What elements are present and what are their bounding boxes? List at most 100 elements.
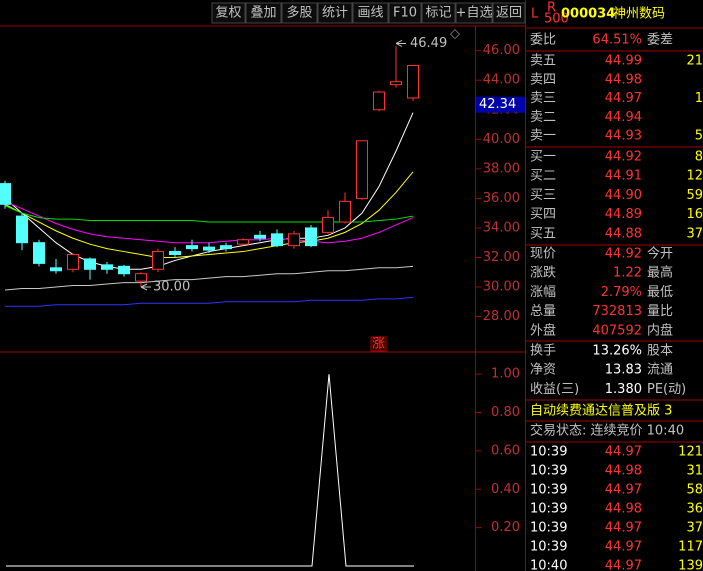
trade-time: 10:39: [530, 445, 567, 460]
book-price: 44.91: [605, 169, 642, 184]
book-price: 44.93: [605, 129, 642, 144]
book-label: 卖一: [530, 129, 556, 144]
toolbar-button[interactable]: [317, 2, 353, 24]
toolbar-label[interactable]: 叠加: [250, 6, 276, 21]
book-price: 44.88: [605, 226, 642, 241]
info-label2: PE(动): [647, 382, 686, 397]
info-label: 涨幅: [530, 285, 556, 300]
y-tick-label: 34.00: [483, 220, 520, 235]
book-label: 卖二: [530, 110, 556, 125]
book-volume: 16: [686, 207, 703, 222]
tag-top: R: [547, 1, 556, 16]
book-price: 44.90: [605, 188, 642, 203]
trade-time: 10:40: [530, 559, 567, 571]
ratio-label2: 委差: [647, 33, 673, 48]
trade-price: 44.97: [605, 540, 642, 555]
book-price: 44.94: [605, 110, 642, 125]
notice[interactable]: 自动续费通达信普及版 3: [530, 404, 672, 419]
book-volume: 59: [686, 188, 703, 203]
toolbar-button[interactable]: [211, 2, 246, 24]
info-label: 现价: [530, 247, 556, 262]
y-tick-label: 36.00: [483, 191, 520, 206]
candle-body: [203, 246, 215, 251]
toolbar-button[interactable]: [281, 2, 318, 24]
y-tick-label: 32.00: [483, 250, 520, 265]
candle-body: [407, 64, 419, 99]
candle-body: [0, 183, 11, 205]
y-tick-label: 0.60: [491, 443, 520, 458]
book-label: 买五: [530, 226, 556, 241]
info-label2: 最低: [647, 285, 673, 300]
toolbar-label[interactable]: 画线: [357, 6, 383, 21]
candle-body: [322, 217, 334, 233]
trade-volume: 139: [678, 559, 703, 571]
candle-body: [101, 264, 113, 270]
trade-volume: 58: [686, 483, 703, 498]
y-tick-label: 44.00: [483, 73, 520, 88]
info-label2: 今开: [647, 246, 673, 262]
trade-volume: 31: [686, 464, 703, 479]
book-price: 44.98: [605, 72, 642, 87]
trade-price: 44.97: [605, 559, 642, 571]
candle-body: [288, 233, 300, 247]
book-price: 44.99: [605, 54, 642, 69]
ratio-value: 64.51%: [592, 33, 642, 48]
book-label: 买三: [530, 188, 556, 203]
candle-body: [50, 267, 62, 272]
candle-body: [356, 140, 368, 199]
badge: 涨: [372, 337, 385, 352]
stock-name: 神州数码: [613, 7, 665, 22]
tag-bottom: 500: [544, 12, 569, 27]
candle-body: [67, 254, 79, 270]
trade-price: 44.97: [605, 521, 642, 536]
ma-line: [5, 296, 414, 307]
ma-line: [4, 265, 414, 291]
info-label2: 最高: [647, 265, 673, 281]
trade-price: 44.98: [605, 502, 642, 517]
y-tick-label: 46.00: [483, 43, 520, 58]
candle-body: [33, 242, 45, 264]
trade-time: 10:39: [530, 521, 567, 536]
info-value: 1.22: [613, 266, 642, 281]
toolbar-label[interactable]: +自选: [456, 6, 493, 21]
book-price: 44.92: [605, 150, 642, 165]
book-label: 卖五: [530, 54, 556, 69]
info-value: 407592: [592, 323, 642, 338]
toolbar-button[interactable]: [388, 2, 422, 24]
high-label: 46.49: [410, 36, 447, 51]
toolbar-button[interactable]: [352, 2, 389, 24]
toolbar-label[interactable]: 统计: [322, 6, 348, 21]
status: 交易状态: 连续竞价 10:40: [530, 423, 684, 439]
y-tick-label: 40.00: [483, 132, 520, 147]
toolbar-label[interactable]: F10: [393, 6, 417, 21]
info-value: 13.26%: [592, 344, 642, 359]
info-label2: 股本: [647, 344, 673, 359]
y-tick-label: 0.20: [491, 520, 520, 535]
book-price: 44.89: [605, 207, 642, 222]
volume-line: [6, 374, 414, 567]
toolbar-label[interactable]: 标记: [425, 6, 451, 21]
info-label: 总量: [530, 304, 556, 319]
y-tick-label: 38.00: [483, 161, 520, 176]
toolbar-label[interactable]: 返回: [496, 6, 522, 21]
y-tick-label: 0.40: [491, 482, 520, 497]
trade-volume: 37: [686, 521, 703, 536]
trade-volume: 121: [678, 445, 703, 460]
toolbar-label[interactable]: 多股: [286, 5, 312, 21]
book-volume: 12: [686, 169, 703, 184]
trade-volume: 36: [686, 502, 703, 517]
y-tick-label: 28.00: [483, 309, 520, 324]
book-label: 卖四: [530, 72, 556, 87]
toolbar-button[interactable]: [245, 2, 282, 24]
candle-body: [118, 265, 130, 275]
toolbar-button[interactable]: [492, 2, 526, 24]
candle-body: [220, 245, 232, 250]
toolbar-button[interactable]: [421, 2, 456, 24]
book-price: 44.97: [605, 91, 642, 106]
toolbar-button[interactable]: [455, 2, 493, 24]
candle-body: [16, 215, 28, 244]
high-arrow: [395, 39, 406, 47]
toolbar-label[interactable]: 复权: [215, 5, 241, 21]
book-label: 买二: [530, 169, 556, 184]
